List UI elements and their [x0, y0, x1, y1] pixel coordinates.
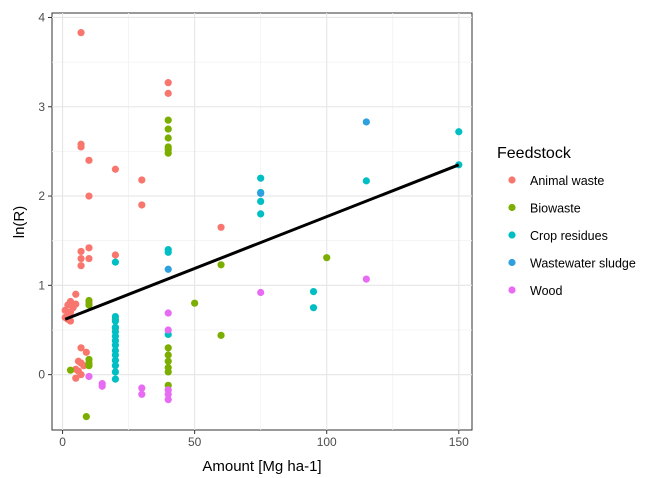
point-biowaste — [85, 301, 93, 309]
legend-key-animal-waste — [508, 176, 516, 184]
point-wood — [164, 390, 172, 398]
point-animal-waste — [82, 348, 90, 356]
point-wastewater-sludge — [257, 189, 265, 197]
point-wood — [164, 396, 172, 404]
legend: Feedstock Animal waste Biowaste Crop resid… — [497, 145, 636, 298]
y-axis-ticks: 0 1 2 3 4 — [38, 10, 52, 382]
trend-line — [64, 163, 460, 321]
y-tick-label: 4 — [38, 10, 45, 24]
point-crop-residues — [309, 287, 318, 296]
point-crop-residues — [455, 128, 463, 136]
legend-title: Feedstock — [497, 145, 572, 162]
point-wood — [362, 275, 370, 283]
point-biowaste — [217, 331, 225, 339]
x-tick-label: 150 — [449, 435, 469, 449]
point-animal-waste — [77, 371, 85, 379]
point-animal-waste — [138, 176, 146, 184]
y-axis-title: ln(R) — [11, 206, 28, 239]
point-animal-waste — [77, 143, 85, 151]
point-wood — [98, 382, 106, 390]
point-biowaste — [66, 366, 75, 374]
point-biowaste — [82, 413, 90, 421]
point-animal-waste — [138, 201, 146, 209]
point-animal-waste — [77, 262, 85, 270]
legend-label-biowaste: Biowaste — [530, 202, 581, 216]
x-tick-label: 0 — [59, 435, 66, 449]
y-tick-label: 0 — [38, 368, 45, 382]
point-wastewater-sludge — [362, 118, 370, 126]
point-animal-waste — [77, 29, 85, 37]
point-wood — [164, 326, 172, 334]
point-wood — [164, 309, 172, 317]
point-crop-residues — [111, 258, 119, 266]
major-gridlines — [52, 13, 472, 430]
point-crop-residues — [111, 341, 119, 349]
point-animal-waste — [72, 374, 80, 382]
point-crop-residues — [111, 351, 119, 359]
legend-key-wood — [508, 286, 516, 294]
point-animal-waste — [77, 344, 85, 352]
x-tick-label: 50 — [188, 435, 202, 449]
point-crop-residues — [309, 304, 318, 312]
point-biowaste — [164, 134, 172, 142]
point-animal-waste — [164, 89, 172, 97]
point-biowaste — [164, 125, 172, 133]
legend-key-crop-residues — [508, 231, 516, 239]
point-biowaste — [323, 254, 331, 262]
legend-label-wood: Wood — [530, 284, 562, 298]
point-crop-residues — [111, 362, 119, 370]
x-axis-title: Amount [Mg ha-1] — [202, 458, 321, 475]
point-crop-residues — [164, 248, 172, 256]
point-crop-residues — [257, 210, 265, 218]
point-wood — [138, 390, 146, 398]
point-biowaste — [85, 362, 93, 370]
point-animal-waste — [217, 223, 225, 231]
point-crop-residues — [257, 174, 265, 182]
point-animal-waste — [164, 79, 172, 87]
point-biowaste — [164, 368, 172, 376]
point-animal-waste — [111, 251, 119, 259]
point-wood — [85, 372, 93, 381]
point-biowaste — [217, 261, 225, 269]
point-crop-residues — [111, 368, 119, 376]
point-biowaste — [164, 351, 172, 359]
plot-panel — [51, 12, 473, 431]
legend-label-animal-waste: Animal waste — [530, 174, 604, 188]
point-crop-residues — [111, 356, 119, 364]
point-animal-waste — [77, 247, 85, 256]
point-biowaste — [164, 149, 172, 157]
point-animal-waste — [85, 156, 93, 164]
data-points — [61, 29, 463, 421]
point-animal-waste — [85, 192, 93, 200]
legend-label-wastewater-sludge: Wastewater sludge — [530, 257, 636, 271]
point-biowaste — [164, 357, 172, 365]
legend-label-crop-residues: Crop residues — [530, 229, 608, 243]
point-crop-residues — [362, 177, 370, 185]
y-tick-label: 2 — [38, 189, 45, 203]
point-wood — [138, 384, 146, 392]
legend-key-wastewater-sludge — [508, 258, 516, 267]
y-tick-label: 1 — [38, 278, 45, 292]
point-animal-waste — [72, 290, 80, 298]
point-biowaste — [191, 299, 199, 307]
point-crop-residues — [111, 375, 119, 383]
x-tick-label: 100 — [317, 435, 337, 449]
point-wood — [257, 288, 265, 297]
point-animal-waste — [77, 254, 85, 263]
y-tick-label: 3 — [38, 100, 45, 114]
point-crop-residues — [111, 317, 119, 325]
point-animal-waste — [85, 254, 93, 263]
point-animal-waste — [85, 244, 93, 252]
point-biowaste — [164, 344, 172, 352]
point-biowaste — [164, 116, 172, 124]
point-wastewater-sludge — [164, 265, 172, 273]
legend-key-biowaste — [508, 203, 516, 212]
x-axis-ticks: 0 50 100 150 — [59, 430, 469, 449]
point-crop-residues — [257, 197, 265, 206]
point-animal-waste — [111, 165, 119, 173]
